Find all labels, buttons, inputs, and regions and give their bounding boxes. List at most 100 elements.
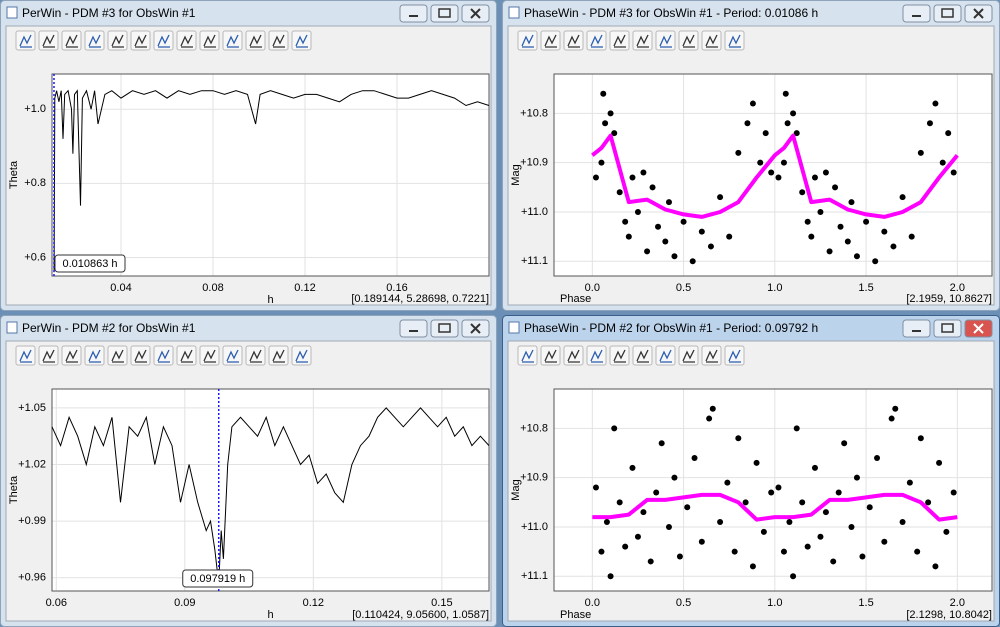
data-point [760, 528, 767, 535]
data-point [653, 489, 660, 496]
minimize-button[interactable] [902, 319, 931, 338]
toolbar-glyph [590, 349, 603, 363]
toolbar-glyph [134, 349, 147, 363]
toolbar-glyph [636, 349, 649, 363]
data-point [837, 223, 844, 230]
data-point [629, 464, 636, 471]
toolbar-glyph [544, 349, 557, 363]
data-point [634, 208, 641, 215]
data-point [724, 479, 731, 486]
x-axis-label: h [267, 609, 273, 621]
data-point [932, 563, 939, 570]
toolbar-glyph [272, 349, 285, 363]
x-axis-label: h [267, 294, 273, 306]
toolbar-glyph [88, 349, 101, 363]
data-point [671, 253, 678, 260]
data-point [906, 479, 913, 486]
coordinate-readout: [2.1959, 10.8627] [906, 293, 992, 305]
toolbar-glyph [705, 34, 718, 48]
y-tick-label: +10.8 [520, 422, 548, 434]
data-point [926, 120, 933, 127]
minimize-button[interactable] [399, 4, 428, 23]
plot-area [51, 73, 490, 277]
y-tick-label: +1.0 [24, 103, 46, 115]
data-point [808, 233, 815, 240]
toolbar-glyph [203, 349, 216, 363]
toolbar-glyph [590, 34, 603, 48]
x-tick-label: 0.0 [585, 597, 600, 609]
data-point [832, 184, 839, 191]
window-icon [6, 6, 18, 19]
data-point [717, 194, 724, 201]
toolbar-glyph [705, 349, 718, 363]
toolbar-glyph [134, 34, 147, 48]
data-point [600, 90, 607, 97]
data-point [841, 440, 848, 447]
toolbar-glyph [682, 34, 695, 48]
data-point [899, 194, 906, 201]
window-title: PerWin - PDM #3 for ObsWin #1 [22, 6, 196, 20]
toolbar-glyph [65, 34, 78, 48]
data-point [844, 238, 851, 245]
data-point [735, 149, 742, 156]
toolbar-glyph [521, 349, 534, 363]
data-point [881, 228, 888, 235]
data-point [874, 454, 881, 461]
window: PerWin - PDM #3 for ObsWin #1 0.04 0.08 0.1… [0, 0, 497, 311]
data-point [950, 489, 957, 496]
data-point [634, 533, 641, 540]
data-point [671, 474, 678, 481]
data-point [890, 243, 897, 250]
data-point [917, 435, 924, 442]
data-point [775, 174, 782, 181]
minimize-button[interactable] [902, 4, 931, 23]
data-point [782, 90, 789, 97]
x-tick-label: 1.5 [858, 282, 873, 294]
toolbar-glyph [636, 34, 649, 48]
maximize-glyph [941, 323, 954, 333]
maximize-button[interactable] [430, 319, 459, 338]
close-glyph [470, 8, 481, 19]
maximize-button[interactable] [933, 319, 962, 338]
toolbar-glyph [19, 349, 32, 363]
y-axis-label: Theta [8, 160, 20, 189]
y-tick-label: +0.6 [24, 251, 46, 263]
cursor-label: 0.010863 h [62, 258, 117, 270]
data-point [830, 558, 837, 565]
data-point [706, 415, 713, 422]
maximize-button[interactable] [430, 4, 459, 23]
minimize-button[interactable] [399, 319, 428, 338]
data-point [726, 233, 733, 240]
data-point [784, 120, 791, 127]
data-point [742, 499, 749, 506]
data-point [817, 533, 824, 540]
data-point [888, 415, 895, 422]
toolbar-glyph [682, 349, 695, 363]
data-point [899, 519, 906, 526]
data-point [603, 519, 610, 526]
toolbar-glyph [88, 34, 101, 48]
window-icon [508, 321, 520, 334]
data-point [780, 548, 787, 555]
data-point [804, 543, 811, 550]
data-point [676, 553, 683, 560]
toolbar-glyph [157, 34, 170, 48]
y-axis-label: Mag [510, 164, 522, 185]
window-title: PhaseWin - PDM #3 for ObsWin #1 - Period… [524, 6, 818, 20]
toolbar-glyph [157, 349, 170, 363]
toolbar-glyph [567, 34, 580, 48]
toolbar-glyph [613, 34, 626, 48]
toolbar-glyph [249, 34, 262, 48]
data-point [753, 459, 760, 466]
window: PhaseWin - PDM #3 for ObsWin #1 - Period… [502, 0, 1000, 311]
data-point [950, 169, 957, 176]
data-point [768, 489, 775, 496]
data-point [917, 149, 924, 156]
close-glyph [973, 323, 984, 334]
maximize-button[interactable] [933, 4, 962, 23]
coordinate-readout: [0.189144, 5.28698, 0.7221] [351, 293, 489, 305]
data-point [616, 189, 623, 196]
x-tick-label: 0.15 [431, 597, 452, 609]
data-point [914, 548, 921, 555]
